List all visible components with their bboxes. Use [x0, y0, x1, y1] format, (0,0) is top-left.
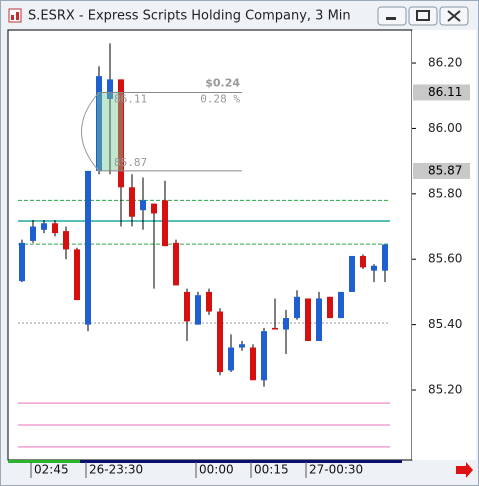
plot-area: [7, 29, 413, 461]
candle-body: [283, 318, 289, 330]
candle-body: [19, 242, 25, 282]
price-marker: [413, 162, 470, 179]
x-tick-label: 00:15: [254, 463, 289, 477]
candle-body: [261, 331, 267, 381]
minimize-button[interactable]: [377, 6, 407, 26]
candle-body: [349, 255, 355, 292]
app-icon: [8, 8, 22, 23]
candle-body: [371, 265, 377, 271]
candle-body: [360, 255, 366, 268]
candle-body: [96, 76, 102, 171]
candle-body: [162, 200, 168, 247]
candle-body: [74, 249, 80, 301]
measure-end: 85.87: [114, 156, 147, 169]
y-tick-label: 86.20: [428, 56, 462, 70]
candle-body: [140, 200, 146, 211]
candle-body: [63, 231, 69, 250]
candle-body: [217, 311, 223, 373]
maximize-button[interactable]: [408, 6, 438, 26]
measure-arc: [81, 92, 100, 172]
candle-body: [107, 79, 113, 99]
candle-body: [327, 296, 333, 319]
candle-body: [250, 347, 256, 381]
y-tick-label: 86.00: [428, 121, 462, 135]
x-tick-label: 02:45: [34, 463, 69, 477]
candle-body: [382, 244, 388, 271]
y-tick-label: 85.40: [428, 317, 462, 331]
candle-body: [305, 298, 311, 341]
app-icon-bar: [16, 12, 19, 20]
close-button[interactable]: [439, 6, 469, 26]
candle-body: [195, 295, 201, 325]
measure-change: $0.24: [205, 76, 240, 89]
candle-body: [173, 242, 179, 286]
candle-body: [129, 187, 135, 217]
x-tick-label: 27-00:30: [309, 463, 363, 477]
scroll-left: [8, 460, 80, 463]
price-axis: [412, 30, 476, 460]
y-tick-label: 85.80: [428, 186, 462, 200]
measure-percent: 0.28 %: [200, 92, 240, 105]
app-icon-bar: [11, 15, 14, 20]
x-tick-label: 00:00: [199, 463, 234, 477]
scroll-arrow[interactable]: [456, 462, 473, 478]
candle-body: [118, 79, 124, 188]
candle-body: [85, 170, 91, 325]
candle-body: [228, 347, 234, 371]
candle-body: [272, 327, 278, 330]
candle-body: [338, 291, 344, 319]
candle-body: [206, 291, 212, 312]
window-title: S.ESRX - Express Scripts Holding Company…: [28, 9, 351, 24]
candle-body: [294, 296, 300, 319]
price-marker-label: 85.87: [428, 163, 462, 177]
candle-body: [316, 298, 322, 341]
time-strip: [80, 460, 402, 463]
candle-body: [151, 203, 157, 214]
candle-body: [184, 291, 190, 322]
candle-body: [52, 223, 58, 234]
y-tick-label: 85.60: [428, 252, 462, 266]
candle-body: [41, 223, 47, 230]
measure-shade: [97, 92, 123, 171]
price-marker: [413, 84, 470, 101]
candle-body: [239, 344, 245, 348]
candle-body: [30, 226, 36, 241]
x-tick-label: 26-23:30: [89, 463, 143, 477]
measure-start: 86.11: [114, 92, 147, 105]
y-tick-label: 85.20: [428, 383, 462, 397]
price-marker-label: 86.11: [428, 85, 462, 99]
